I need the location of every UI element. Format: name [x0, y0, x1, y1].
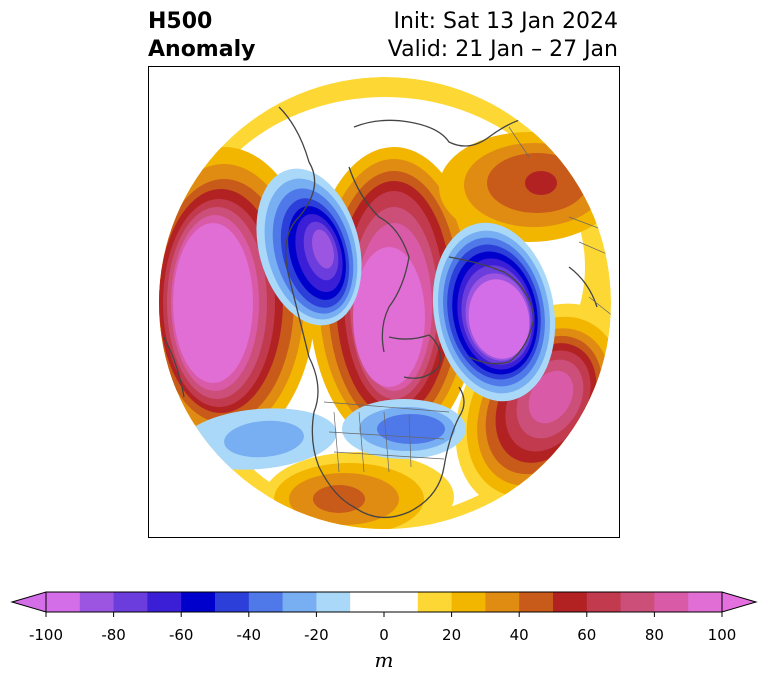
colorbar-cell [113, 592, 148, 612]
colorbar-tick-label: 0 [379, 626, 389, 644]
negative-anomaly-asia [256, 168, 362, 326]
colorbar-cell [181, 592, 216, 612]
positive-anomaly-south [264, 452, 454, 529]
colorbar-cell [620, 592, 655, 612]
anomaly-map [159, 77, 611, 529]
colorbar-cell [519, 592, 554, 612]
negative-anomaly-north-america [342, 399, 466, 459]
valid-period: Valid: 21 Jan – 27 Jan [387, 37, 618, 62]
contour-fill [159, 77, 611, 529]
colorbar-tick-label: 80 [644, 626, 664, 644]
colorbar-cell [586, 592, 622, 612]
colorbar-tick-label: 60 [577, 626, 597, 644]
positive-anomaly-pacific [159, 147, 316, 447]
colorbar-cell [451, 592, 486, 612]
colorbar-cell [79, 592, 115, 612]
colorbar-tick-label: -60 [168, 626, 194, 644]
negative-anomaly-pacific [181, 408, 337, 470]
colorbar-cell [316, 592, 351, 612]
colorbar-cell [248, 592, 284, 612]
colorbar-tick-label: 20 [442, 626, 462, 644]
colorbar-tick-label: -80 [101, 626, 126, 644]
colorbar-tick-label: 100 [707, 626, 737, 644]
colorbar-tick-label: 40 [509, 626, 529, 644]
colorbar-extend-min [10, 591, 47, 613]
colorbar-cell [485, 592, 520, 612]
colorbar-tick-label: -100 [28, 626, 64, 644]
colorbar-cell [147, 592, 182, 612]
colorbar-units: m [374, 648, 394, 672]
colorbar-ticks [45, 612, 723, 617]
title-left: H500 Anomaly [148, 8, 255, 64]
colorbar-cell [46, 592, 81, 612]
title-field: Anomaly [148, 37, 256, 62]
colorbar-tick-label: -20 [304, 626, 329, 644]
colorbar-cell [688, 592, 723, 612]
negative-anomaly-europe [432, 222, 556, 402]
title-right: Init: Sat 13 Jan 2024 Valid: 21 Jan – 27… [388, 8, 618, 64]
colorbar-cell [654, 592, 689, 612]
colorbar-extend-max [721, 591, 758, 613]
colorbar-cell [350, 592, 419, 612]
colorbar-cell [215, 592, 250, 612]
colorbar-cell [282, 592, 317, 612]
colorbar-cell [417, 592, 453, 612]
map-panel [148, 66, 620, 538]
init-time: Init: Sat 13 Jan 2024 [393, 9, 618, 34]
colorbar-tick-label: -40 [236, 626, 262, 644]
colorbar-cells [46, 592, 723, 612]
colorbar [10, 591, 758, 617]
title-variable: H500 [148, 9, 213, 34]
colorbar-cell [553, 592, 588, 612]
